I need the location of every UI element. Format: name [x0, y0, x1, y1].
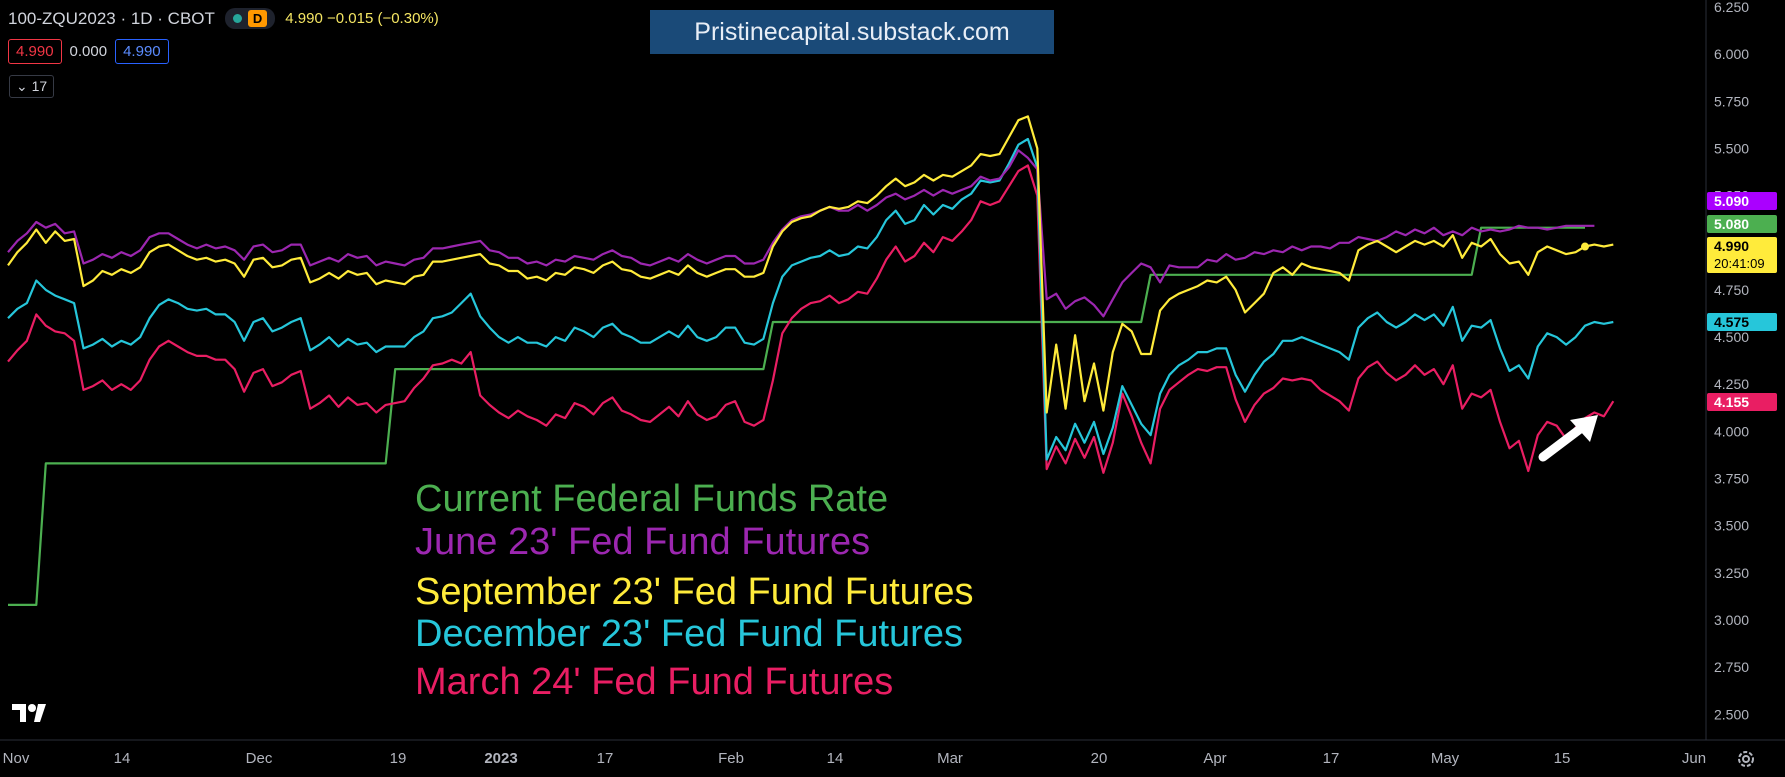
x-tick-label: Apr — [1203, 750, 1226, 767]
y-tick-label: 3.250 — [1714, 565, 1749, 581]
x-tick-label: Nov — [3, 750, 30, 767]
price-tag-bg — [1707, 215, 1777, 233]
y-tick-label: 4.750 — [1714, 282, 1749, 298]
settings-gear-icon[interactable] — [1735, 748, 1757, 770]
x-tick-label: May — [1431, 750, 1460, 767]
price-tag-label: 5.080 — [1714, 216, 1749, 232]
legend-jun23: June 23' Fed Fund Futures — [415, 521, 871, 563]
legend-dec23: December 23' Fed Fund Futures — [415, 613, 963, 655]
market-status[interactable]: D — [224, 8, 276, 29]
x-tick-label: Feb — [718, 750, 744, 767]
y-tick-label: 3.000 — [1714, 612, 1749, 628]
y-tick-label: 2.750 — [1714, 659, 1749, 675]
series-line-1[interactable] — [7, 149, 1595, 318]
x-tick-label: Mar — [937, 750, 963, 767]
series-line-4[interactable] — [7, 164, 1615, 474]
price-tag-bg — [1707, 237, 1777, 273]
x-tick-label: Dec — [246, 750, 273, 767]
price-tags: 5.090 5.080 4.990 20:41:09 4.575 4.155 — [1707, 192, 1777, 411]
x-tick-label: 15 — [1554, 750, 1571, 767]
last-point-marker — [1581, 242, 1589, 251]
symbol-title[interactable]: 100-ZQU2023 · 1D · CBOT — [8, 8, 215, 28]
series-lines — [7, 115, 1615, 607]
spread-value: 0.000 — [69, 43, 108, 60]
y-axis: 6.2506.0005.7505.5005.2505.0004.7504.500… — [1705, 0, 1749, 740]
price-tag-label: 4.155 — [1714, 394, 1749, 410]
interval-badge: D — [247, 10, 268, 27]
price-tag-bg — [1707, 313, 1777, 331]
series-line-0[interactable] — [8, 226, 1585, 607]
x-axis: Nov 14 Dec 19 2023 17 Feb 14 Mar 20 Apr 17 May 15 Jun — [0, 739, 1785, 767]
legend-fed-rate: Current Federal Funds Rate — [415, 478, 889, 520]
x-tick-label: 17 — [597, 750, 614, 767]
y-tick-label: 6.000 — [1714, 46, 1749, 62]
x-tick-label: 19 — [390, 750, 407, 767]
symbol-header: 100-ZQU2023 · 1D · CBOT D 4.990 −0.015 (… — [8, 8, 439, 29]
y-tick-label: 4.250 — [1714, 376, 1749, 392]
watermark-banner: Pristinecapital.substack.com — [650, 10, 1054, 54]
x-tick-label: 17 — [1323, 750, 1340, 767]
series-line-2[interactable] — [7, 115, 1614, 414]
y-tick-label: 5.750 — [1714, 93, 1749, 109]
price-tag-label: 5.090 — [1714, 193, 1749, 209]
countdown-label: 20:41:09 — [1714, 256, 1765, 271]
series-line-3[interactable] — [7, 137, 1614, 461]
arrow-annotation — [1538, 415, 1598, 462]
y-tick-label: 6.250 — [1714, 0, 1749, 15]
y-tick-label: 2.500 — [1714, 706, 1749, 722]
collapse-indicators-button[interactable]: ⌄ 17 — [9, 75, 55, 98]
y-tick-label: 5.500 — [1714, 140, 1749, 156]
price-tag-label: 4.575 — [1714, 314, 1749, 330]
y-tick-label: 4.000 — [1714, 423, 1749, 439]
market-open-icon — [232, 14, 242, 23]
tradingview-logo-icon[interactable] — [12, 702, 52, 724]
y-tick-label: 4.500 — [1714, 329, 1749, 345]
price-tag-bg — [1707, 192, 1777, 210]
y-tick-label: 3.500 — [1714, 518, 1749, 534]
price-tag-label: 4.990 — [1714, 238, 1749, 254]
legend-mar24: March 24' Fed Fund Futures — [415, 661, 894, 703]
x-tick-label: 14 — [827, 750, 844, 767]
legend-sep23: September 23' Fed Fund Futures — [415, 571, 974, 613]
sell-price[interactable]: 4.990 — [8, 39, 62, 64]
x-tick-label: 2023 — [484, 750, 517, 767]
x-tick-label: 20 — [1091, 750, 1108, 767]
price-tag-bg — [1707, 393, 1777, 411]
x-tick-label: 14 — [114, 750, 131, 767]
x-tick-label: Jun — [1682, 750, 1706, 767]
y-tick-label: 3.750 — [1714, 471, 1749, 487]
quote-change: 4.990 −0.015 (−0.30%) — [285, 10, 439, 27]
buy-price[interactable]: 4.990 — [115, 39, 169, 64]
price-values: 4.990 0.000 4.990 — [8, 39, 169, 64]
